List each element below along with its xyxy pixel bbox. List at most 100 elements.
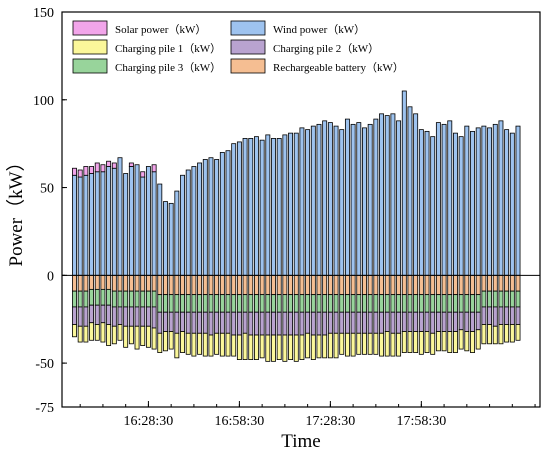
bar-battery <box>72 274 77 292</box>
bar-pile3 <box>100 288 106 306</box>
bar-pile3 <box>390 294 396 313</box>
bar-pile1 <box>379 332 384 357</box>
bar-wind <box>373 118 379 276</box>
bar-pile2 <box>128 306 134 327</box>
bar-solar <box>128 162 134 167</box>
bar-pile2 <box>242 311 248 334</box>
bar-wind <box>453 132 458 276</box>
bar-pile2 <box>191 311 197 334</box>
bar-wind <box>214 159 220 276</box>
bar-battery <box>197 274 203 296</box>
bar-wind <box>128 166 134 276</box>
bar-battery <box>413 274 419 296</box>
bar-wind <box>396 120 402 276</box>
bar-pile1 <box>322 334 328 359</box>
bar-pile1 <box>77 325 83 343</box>
bar-wind <box>157 183 163 276</box>
bar-pile2 <box>464 311 470 332</box>
bar-battery <box>271 274 276 296</box>
bar-pile2 <box>305 311 311 334</box>
bar-battery <box>106 274 112 290</box>
bar-pile1 <box>447 331 453 353</box>
bar-battery <box>327 274 333 296</box>
bar-battery <box>458 274 464 296</box>
bar-wind <box>390 113 396 276</box>
bar-pile1 <box>219 332 225 357</box>
bar-pile2 <box>117 306 123 325</box>
bar-pile1 <box>288 334 294 360</box>
bar-pile3 <box>481 290 487 308</box>
bar-battery <box>225 274 231 296</box>
bar-battery <box>202 274 208 296</box>
bar-pile1 <box>236 334 242 360</box>
bar-pile3 <box>248 294 254 313</box>
bar-pile3 <box>282 294 288 313</box>
bar-pile3 <box>89 288 95 306</box>
bar-wind <box>72 174 77 276</box>
bar-pile2 <box>441 311 447 332</box>
bar-pile3 <box>208 294 214 313</box>
bar-wind <box>145 166 151 276</box>
bar-pile2 <box>72 306 77 325</box>
bar-pile1 <box>373 332 379 355</box>
bar-pile1 <box>453 331 458 353</box>
bar-pile1 <box>248 334 254 360</box>
bar-battery <box>163 274 168 296</box>
bar-wind <box>180 174 185 276</box>
bar-pile3 <box>504 290 510 308</box>
bar-pile2 <box>259 311 265 336</box>
bar-pile1 <box>344 332 350 357</box>
bar-pile1 <box>384 331 390 357</box>
bar-wind <box>265 134 271 276</box>
bar-pile2 <box>265 311 271 336</box>
bar-wind <box>89 173 95 276</box>
bar-pile3 <box>305 294 311 313</box>
bar-battery <box>151 274 157 292</box>
bar-pile3 <box>151 290 157 308</box>
bar-wind <box>515 125 521 276</box>
bar-pile2 <box>418 311 424 332</box>
y-tick-label: 50 <box>40 182 54 197</box>
bar-pile1 <box>293 334 299 362</box>
bar-pile3 <box>356 294 362 313</box>
bar-pile1 <box>134 325 140 350</box>
bar-pile1 <box>191 332 197 357</box>
bar-wind <box>418 129 424 276</box>
bar-battery <box>89 274 95 290</box>
bar-pile2 <box>424 311 430 332</box>
bar-pile3 <box>242 294 248 313</box>
bar-pile2 <box>316 311 322 336</box>
bar-wind <box>94 171 100 276</box>
bar-pile1 <box>492 325 498 345</box>
bar-pile3 <box>310 294 316 313</box>
bar-pile1 <box>487 324 493 345</box>
bar-pile2 <box>498 306 504 325</box>
y-tick-label: -75 <box>35 401 54 416</box>
bar-wind <box>77 176 83 276</box>
bar-wind <box>254 136 259 276</box>
bar-pile2 <box>157 311 163 334</box>
bar-pile2 <box>458 311 464 331</box>
bar-pile2 <box>236 311 242 336</box>
x-tick-label: 17:28:30 <box>305 414 355 429</box>
bar-wind <box>350 123 356 276</box>
bar-pile1 <box>106 324 112 346</box>
bar-wind <box>282 134 288 276</box>
bar-wind <box>362 127 367 276</box>
bar-battery <box>498 274 504 292</box>
bar-pile3 <box>299 294 305 313</box>
bar-pile2 <box>151 306 157 329</box>
bar-pile2 <box>333 311 339 334</box>
bar-pile1 <box>89 322 95 341</box>
bar-wind <box>407 106 413 276</box>
bar-wind <box>504 129 510 276</box>
bar-pile2 <box>515 306 521 325</box>
bar-pile2 <box>413 311 419 332</box>
bar-wind <box>413 113 419 276</box>
bar-pile3 <box>322 294 328 313</box>
bar-pile3 <box>83 290 89 308</box>
bar-pile3 <box>475 294 481 313</box>
bar-wind <box>344 118 350 276</box>
bar-battery <box>191 274 197 296</box>
bar-battery <box>254 274 259 296</box>
